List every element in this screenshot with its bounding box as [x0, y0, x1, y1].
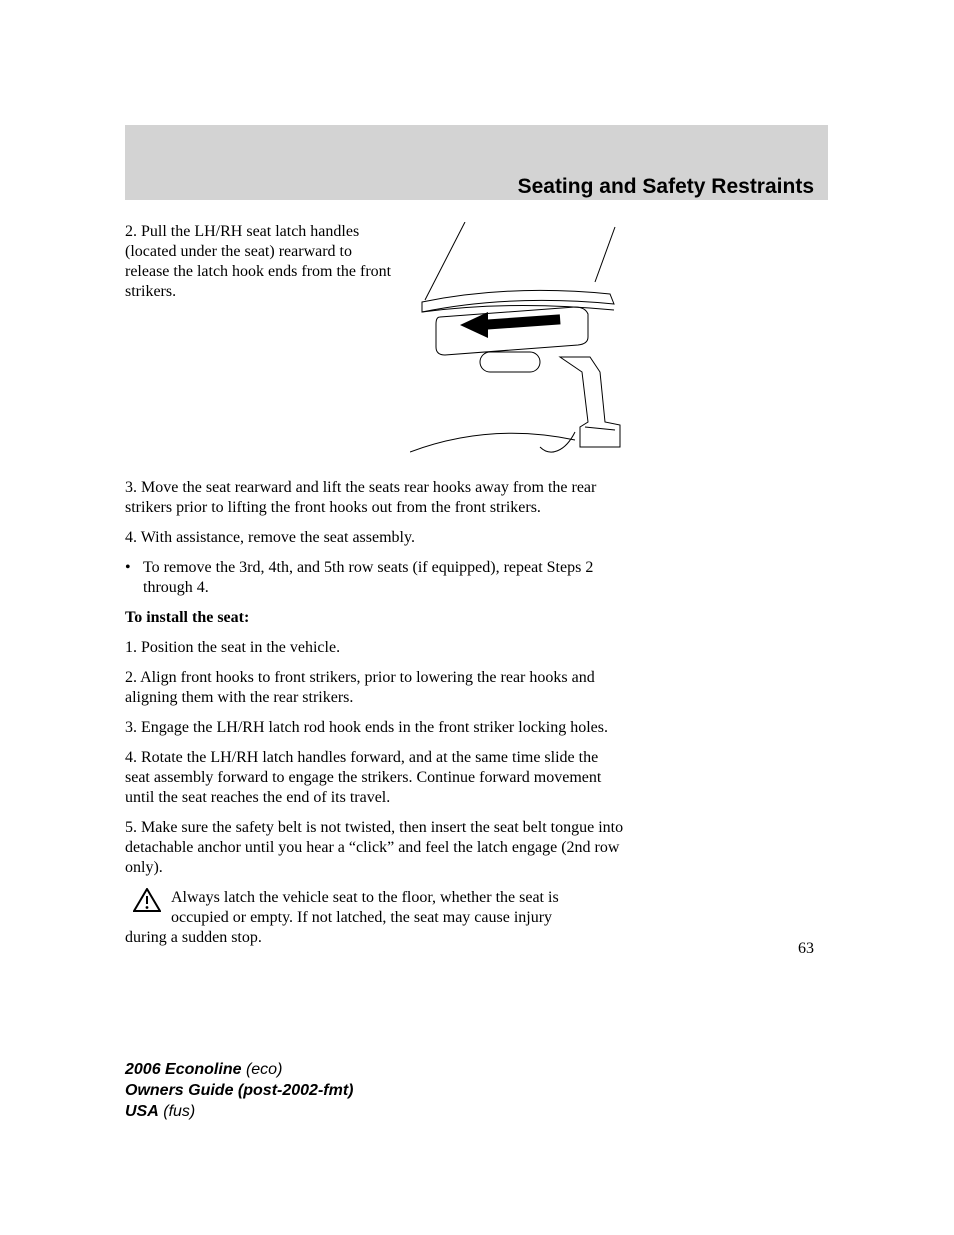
warning-icon — [133, 888, 161, 912]
bullet-marker: • — [125, 558, 143, 598]
footer-region-code: (fus) — [163, 1103, 195, 1120]
bullet-text: To remove the 3rd, 4th, and 5th row seat… — [143, 558, 625, 598]
seat-latch-diagram — [410, 222, 640, 462]
manual-page: Seating and Safety Restraints 2. Pull th… — [0, 0, 954, 1235]
warning-block: Always latch the vehicle seat to the flo… — [125, 888, 625, 948]
install-step-1: 1. Position the seat in the vehicle. — [125, 638, 625, 658]
footer-model: 2006 Econoline — [125, 1061, 242, 1078]
warning-line3: during a sudden stop. — [125, 929, 262, 946]
footer-block: 2006 Econoline (eco) Owners Guide (post-… — [125, 1060, 353, 1122]
install-step-3: 3. Engage the LH/RH latch rod hook ends … — [125, 718, 625, 738]
install-step-5: 5. Make sure the safety belt is not twis… — [125, 818, 625, 878]
page-number: 63 — [798, 940, 814, 958]
step-3-text: 3. Move the seat rearward and lift the s… — [125, 478, 625, 518]
install-step-2: 2. Align front hooks to front strikers, … — [125, 668, 625, 708]
footer-region: USA — [125, 1103, 159, 1120]
bullet-row: • To remove the 3rd, 4th, and 5th row se… — [125, 558, 625, 598]
step-4-text: 4. With assistance, remove the seat asse… — [125, 528, 625, 548]
warning-text: Always latch the vehicle seat to the flo… — [125, 888, 625, 948]
warning-line1: Always latch the vehicle seat to the flo… — [171, 889, 559, 906]
install-step-4: 4. Rotate the LH/RH latch handles forwar… — [125, 748, 625, 808]
body-col-main: 3. Move the seat rearward and lift the s… — [125, 478, 625, 948]
footer-guide: Owners Guide (post-2002-fmt) — [125, 1081, 353, 1102]
warning-line2: occupied or empty. If not latched, the s… — [171, 909, 552, 926]
install-heading: To install the seat: — [125, 608, 625, 628]
footer-model-code: (eco) — [246, 1061, 282, 1078]
step-2-text: 2. Pull the LH/RH seat latch handles (lo… — [125, 222, 395, 302]
footer-line-3: USA (fus) — [125, 1102, 353, 1123]
section-title: Seating and Safety Restraints — [518, 175, 814, 199]
footer-line-1: 2006 Econoline (eco) — [125, 1060, 353, 1081]
